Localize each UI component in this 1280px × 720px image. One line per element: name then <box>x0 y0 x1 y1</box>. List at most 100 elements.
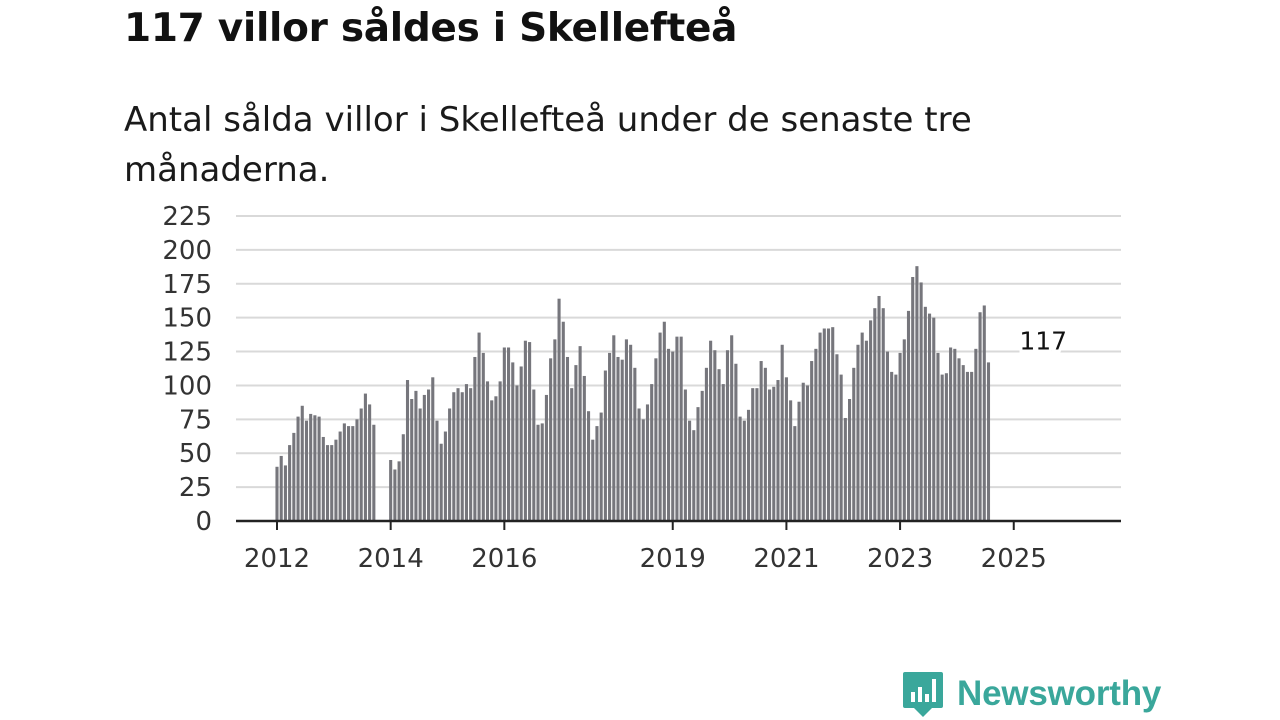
bar <box>936 352 940 521</box>
bar <box>890 371 894 521</box>
bar <box>957 358 961 521</box>
bar <box>814 348 818 521</box>
bar <box>578 346 582 521</box>
y-tick-label: 50 <box>179 439 212 469</box>
bar <box>961 365 965 521</box>
latest-value-annotation: 117 <box>1016 323 1070 358</box>
annotation-label: 117 <box>1019 326 1067 355</box>
bar <box>485 381 490 521</box>
bar <box>780 344 784 521</box>
bar <box>730 335 734 521</box>
bar <box>671 351 675 521</box>
bar <box>805 385 810 521</box>
bar <box>776 380 780 521</box>
bar <box>986 362 991 521</box>
bar <box>342 423 346 521</box>
bar <box>452 392 456 521</box>
bar <box>789 400 793 521</box>
x-tick-label: 2023 <box>867 544 933 574</box>
bar <box>624 339 628 521</box>
bar <box>658 332 662 521</box>
bar <box>397 461 401 521</box>
y-tick-label: 150 <box>162 304 212 334</box>
bar <box>965 371 969 521</box>
bar <box>679 336 683 521</box>
bar <box>309 413 313 521</box>
bar <box>389 460 393 521</box>
bar <box>338 431 342 521</box>
x-tick-label: 2019 <box>640 544 706 574</box>
bar <box>797 401 801 521</box>
bar <box>978 312 982 521</box>
bar <box>608 352 612 521</box>
bar <box>498 381 502 521</box>
bar <box>877 295 881 521</box>
bar <box>427 389 431 521</box>
bar <box>460 392 464 521</box>
bar <box>746 409 751 521</box>
bar <box>532 389 536 521</box>
y-tick-label: 100 <box>162 371 212 401</box>
bar <box>570 388 574 521</box>
bar <box>637 408 641 521</box>
bar <box>734 363 738 521</box>
bar <box>894 374 898 521</box>
bar <box>574 365 578 521</box>
bar <box>755 388 759 521</box>
bar <box>654 358 658 521</box>
bar <box>869 320 873 521</box>
bar <box>549 358 553 521</box>
bar <box>759 361 763 521</box>
bar <box>923 306 927 521</box>
bar <box>852 367 856 521</box>
bar <box>334 439 338 521</box>
bar <box>873 308 877 521</box>
bar <box>713 350 717 521</box>
bar <box>772 386 776 521</box>
bar <box>810 361 814 521</box>
x-tick-label: 2012 <box>244 544 310 574</box>
bar <box>536 424 540 521</box>
bar <box>528 342 532 521</box>
bar <box>477 332 481 521</box>
bar <box>410 399 414 521</box>
bar <box>582 375 586 521</box>
bar <box>953 348 957 521</box>
bar <box>507 347 511 521</box>
brand-name: Newsworthy <box>957 674 1162 713</box>
bar <box>292 432 296 521</box>
bar <box>300 405 304 521</box>
bar <box>843 417 847 521</box>
bar <box>418 408 422 521</box>
bar <box>928 313 932 521</box>
bar <box>544 394 548 521</box>
bar <box>511 362 515 521</box>
bar <box>494 396 498 521</box>
bar <box>826 328 831 521</box>
bar <box>768 389 772 521</box>
bar <box>700 390 704 521</box>
bar <box>330 445 334 521</box>
bar <box>683 389 687 521</box>
y-tick-label: 175 <box>162 270 212 300</box>
bar <box>919 282 923 521</box>
bar <box>422 394 426 521</box>
bar <box>742 420 746 521</box>
bar <box>519 366 523 521</box>
y-tick-label: 225 <box>162 202 212 232</box>
bar <box>540 423 544 521</box>
bar <box>279 455 283 521</box>
bar <box>864 340 868 521</box>
bar <box>317 416 321 521</box>
bar <box>439 443 443 521</box>
bar <box>725 350 730 521</box>
bar <box>688 420 692 521</box>
bar <box>448 408 452 521</box>
bar <box>662 321 666 521</box>
bar <box>456 388 460 521</box>
bar <box>696 407 700 521</box>
bar <box>970 371 974 521</box>
y-tick-label: 200 <box>162 236 212 266</box>
